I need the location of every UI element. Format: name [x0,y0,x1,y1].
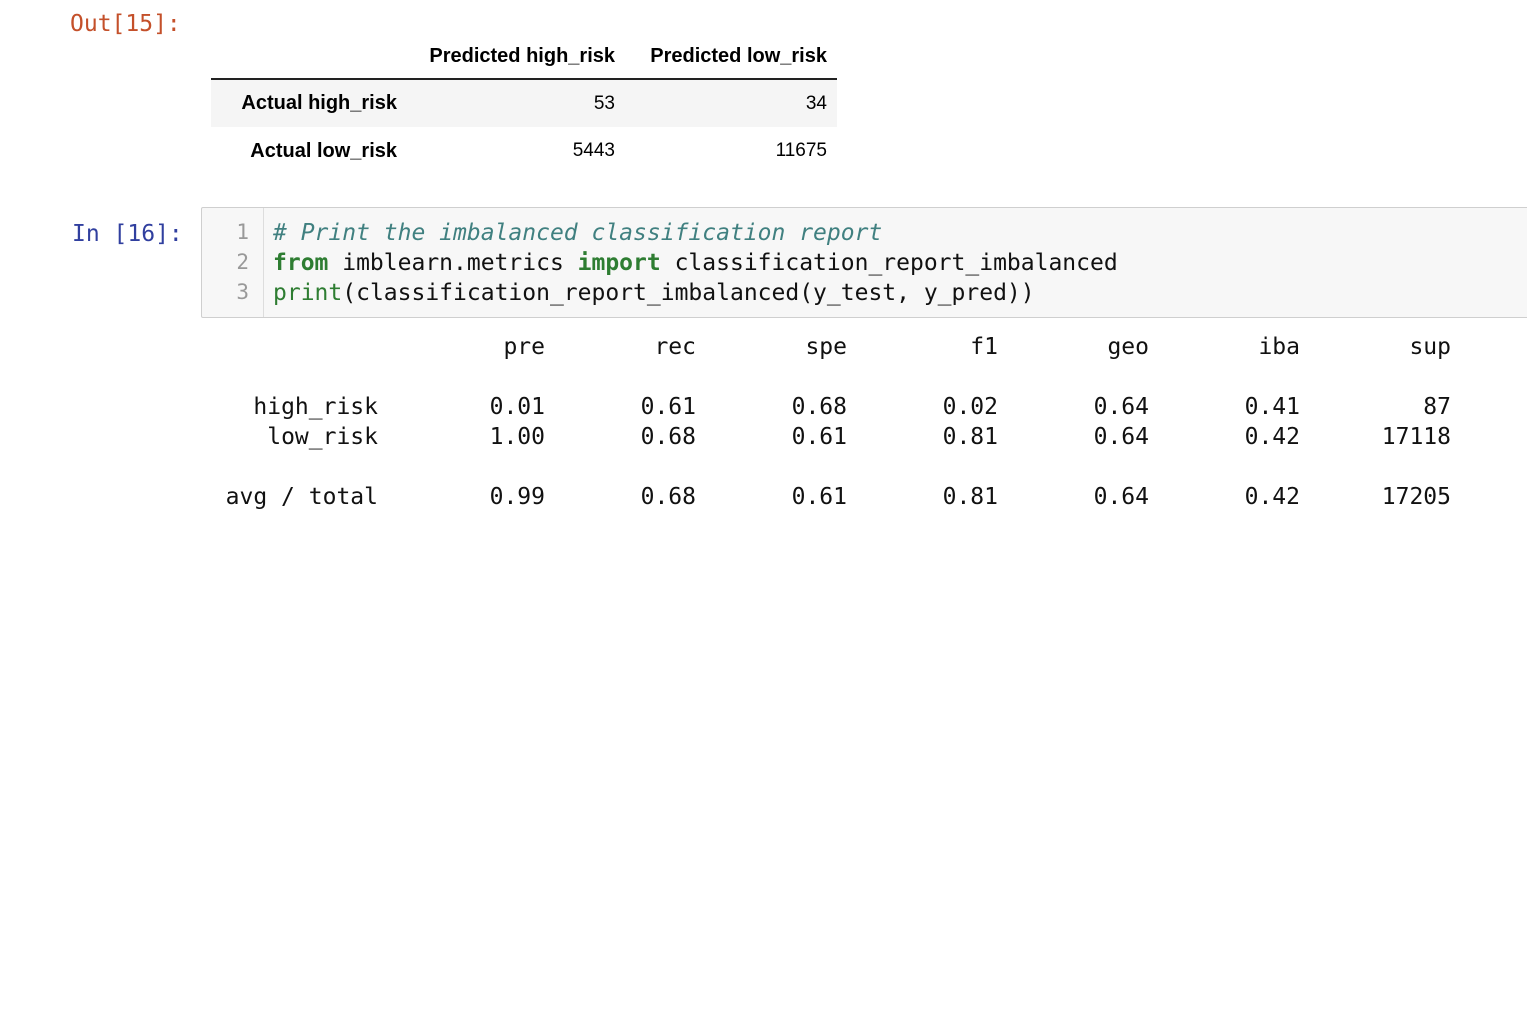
classification-report-output: pre rec spe f1 geo iba sup high_risk 0.0… [225,334,1451,510]
report-row-label: low_risk [267,424,378,450]
table-cell: 53 [593,92,615,114]
table-row: Actual low_risk 5443 11675 [211,127,837,175]
report-header-iba: iba [1258,334,1300,360]
report-value: 1.00 [489,424,545,450]
report-header-pre: pre [503,334,545,360]
code-line-1[interactable]: # Print the imbalanced classification re… [273,219,882,248]
report-header-rec: rec [654,334,696,360]
report-value: 0.61 [791,484,847,510]
report-value: 0.42 [1244,484,1300,510]
input-prompt: In [16]: [72,221,183,247]
report-value: 0.61 [640,394,696,420]
report-value: 17118 [1381,424,1451,450]
report-value: 0.81 [942,424,998,450]
report-value: 0.41 [1244,394,1300,420]
report-row-label: high_risk [253,394,378,420]
report-value: 0.68 [640,424,696,450]
report-header-geo: geo [1107,334,1149,360]
report-value: 0.81 [942,484,998,510]
line-number: 3 [236,280,249,304]
table-cell: 11675 [775,140,827,161]
code-imported-name: classification_report_imbalanced [660,250,1118,276]
index-header [211,34,407,80]
column-header: Predicted low_risk [625,34,837,80]
report-value: 0.02 [942,394,998,420]
code-comment: # Print the imbalanced classification re… [273,220,883,246]
code-line-3[interactable]: print(classification_report_imbalanced(y… [273,279,1035,308]
report-value: 0.68 [640,484,696,510]
confusion-matrix-table: Predicted high_risk Predicted low_risk A… [211,34,837,175]
report-value: 17205 [1381,484,1451,510]
code-cell-editor[interactable]: 1 2 3 # Print the imbalanced classificat… [201,207,1527,318]
code-keyword-import: import [577,250,661,276]
report-header-spe: spe [805,334,847,360]
report-value: 0.42 [1244,424,1300,450]
report-header-f1: f1 [970,334,998,360]
report-header-sup: sup [1409,334,1451,360]
row-index-label: Actual high_risk [241,92,397,114]
report-value: 0.61 [791,424,847,450]
table-row: Actual high_risk 53 34 [211,79,837,127]
code-builtin-print: print [273,280,343,306]
report-value: 0.01 [489,394,545,420]
report-value: 0.99 [489,484,545,510]
report-value: 0.64 [1093,484,1149,510]
line-number-gutter: 1 2 3 [202,208,264,317]
code-call-args: (classification_report_imbalanced(y_test… [342,280,1035,306]
report-value: 0.68 [791,394,847,420]
report-value: 87 [1423,394,1451,420]
line-number: 1 [236,220,249,244]
output-prompt: Out[15]: [70,11,181,37]
report-row-label: avg / total [225,484,378,510]
code-module-name: imblearn.metrics [328,250,578,276]
column-header: Predicted high_risk [407,34,625,80]
code-line-2[interactable]: from imblearn.metrics import classificat… [273,249,1118,278]
report-value: 0.64 [1093,394,1149,420]
table-cell: 5443 [572,140,615,161]
line-number: 2 [236,250,249,274]
report-value: 0.64 [1093,424,1149,450]
row-index-label: Actual low_risk [250,139,397,162]
table-header-row: Predicted high_risk Predicted low_risk [211,34,837,80]
code-keyword-from: from [273,250,329,276]
table-cell: 34 [805,92,827,114]
